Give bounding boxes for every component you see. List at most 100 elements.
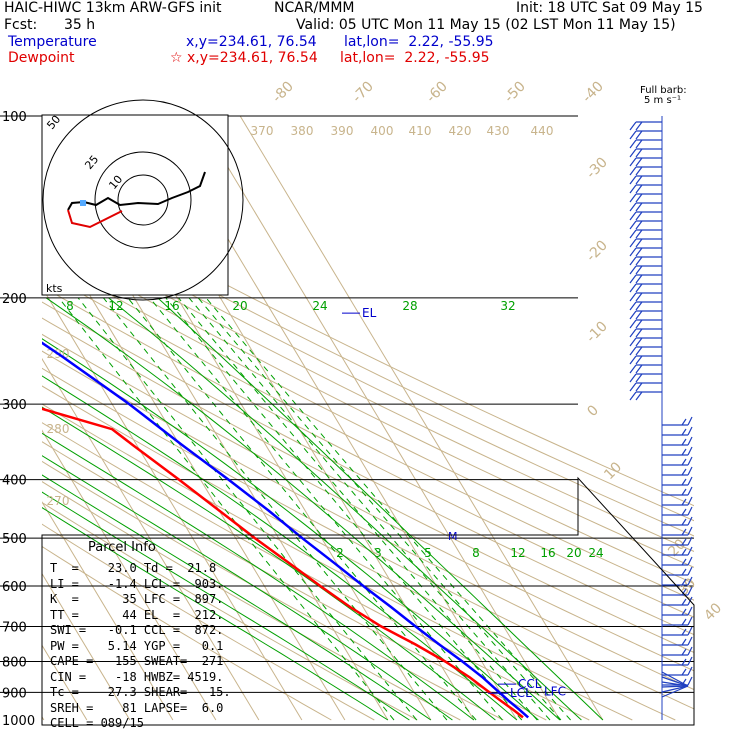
dry-adiabat xyxy=(42,501,418,721)
wind-barb xyxy=(662,426,693,436)
pressure-tick-100: 100 xyxy=(2,110,27,125)
el-marker-label: EL xyxy=(362,306,377,320)
parcel-panel-frame xyxy=(41,476,695,726)
mixing-ratio-label-upper: 12 xyxy=(108,299,123,313)
mixing-ratio-label-lower: 3 xyxy=(374,546,382,560)
wind-barb xyxy=(662,546,693,556)
wind-barb xyxy=(662,476,693,486)
wind-barb xyxy=(629,148,662,158)
isotherm-label: 40 xyxy=(701,600,725,624)
dry-adiabat xyxy=(42,523,375,721)
dry-adiabat xyxy=(42,199,694,522)
wind-barb xyxy=(629,166,662,176)
wind-barb xyxy=(629,328,662,338)
wind-barb xyxy=(662,626,693,636)
isotherm-line xyxy=(0,116,1,720)
wind-barb xyxy=(662,636,693,646)
isotherm-label: -20 xyxy=(583,237,610,264)
wind-barb xyxy=(629,373,662,383)
mixing-ratio-line xyxy=(149,297,503,721)
dry-adiabat xyxy=(42,441,547,721)
hodograph-panel xyxy=(41,114,229,296)
wind-barb xyxy=(629,382,662,392)
storm-motion-trace xyxy=(67,209,123,229)
isotherm-label: 10 xyxy=(601,459,625,483)
wind-barb xyxy=(629,121,662,131)
wind-barb xyxy=(629,202,662,212)
wind-barb xyxy=(662,496,693,506)
mixing-ratio-label-upper: 16 xyxy=(164,299,179,313)
parcel-info-row: SREH = 81 LAPSE= 6.0 xyxy=(50,700,224,715)
temperature-xy: x,y=234.61, 76.54 xyxy=(186,34,317,50)
theta-label: 420 xyxy=(449,124,472,138)
pressure-tick-600: 600 xyxy=(2,580,27,595)
wind-barb xyxy=(629,211,662,221)
theta-label-lower: 270 xyxy=(47,494,70,508)
parcel-info-row: CAPE = 155 SWEAT= 271 xyxy=(50,654,224,668)
forecast-label: Fcst: xyxy=(4,17,38,33)
valid-time: Valid: 05 UTC Mon 11 May 15 (02 LST Mon … xyxy=(296,17,676,33)
temperature-legend-label: Temperature xyxy=(8,34,97,50)
wind-barb xyxy=(661,685,689,693)
theta-label: 430 xyxy=(487,124,510,138)
dry-adiabat xyxy=(42,367,694,710)
pressure-tick-700: 700 xyxy=(2,620,27,635)
wind-barb xyxy=(629,319,662,329)
dry-adiabat xyxy=(42,350,694,691)
theta-label: 380 xyxy=(291,124,314,138)
dry-adiabat-lines xyxy=(42,185,694,721)
wind-barb xyxy=(629,346,662,356)
theta-label: 440 xyxy=(531,124,554,138)
mixing-ratio-label-lower: 16 xyxy=(540,546,555,560)
wind-barb xyxy=(662,656,693,666)
wind-barb xyxy=(629,175,662,185)
mixing-ratio-line xyxy=(178,297,538,721)
wind-barb xyxy=(629,355,662,365)
wind-barb xyxy=(629,157,662,167)
wind-barb xyxy=(629,139,662,149)
hodograph-units: kts xyxy=(46,282,63,295)
wind-barb xyxy=(661,676,689,687)
parcel-info-row: LI = -1.4 LCL = 903. xyxy=(50,576,224,591)
hodo-ring-25 xyxy=(94,151,192,249)
wind-barb xyxy=(661,685,689,698)
dewpoint-xy: ☆ x,y=234.61, 76.54 xyxy=(170,50,318,66)
dry-adiabat xyxy=(42,255,694,585)
wind-barb xyxy=(629,247,662,257)
wind-barb xyxy=(629,265,662,275)
m-marker-label: M xyxy=(448,530,458,543)
theta-label: 410 xyxy=(409,124,432,138)
mixing-ratio-line xyxy=(127,297,477,721)
pressure-tick-800: 800 xyxy=(2,655,27,670)
ccl-marker-label: CCL xyxy=(518,677,542,691)
mixing-ratio-label-upper: 28 xyxy=(402,299,417,313)
dry-adiabat xyxy=(42,270,694,601)
dry-adiabat xyxy=(42,545,332,721)
barb-legend-line1: Full barb: xyxy=(640,85,687,96)
dewpoint-line xyxy=(42,407,524,719)
wind-barb xyxy=(629,310,662,320)
pressure-tick-900: 900 xyxy=(2,686,27,701)
barb-legend-line2: 5 m s⁻¹ xyxy=(644,95,681,106)
moist-adiabat xyxy=(157,297,604,721)
dewpoint-latlon: lat,lon= 2.22, -55.95 xyxy=(340,50,490,66)
lfc-marker-label: LFC xyxy=(544,684,566,698)
isotherm-label: -30 xyxy=(583,154,610,181)
theta-label: 390 xyxy=(331,124,354,138)
wind-barb xyxy=(662,646,693,656)
wind-barb xyxy=(662,526,693,536)
mixing-ratio-line xyxy=(58,297,395,721)
wind-barb xyxy=(629,130,662,140)
wind-barb xyxy=(662,486,693,496)
wind-barb xyxy=(629,220,662,230)
dry-adiabat xyxy=(42,403,633,721)
pressure-tick-400: 400 xyxy=(2,474,27,489)
mixing-ratio-label-lower: 20 xyxy=(566,546,581,560)
wind-barb xyxy=(662,506,693,516)
model-title: HAIC-HIWC 13km ARW-GFS init xyxy=(4,0,222,16)
wind-barb xyxy=(629,193,662,203)
dry-adiabat xyxy=(42,333,694,672)
wind-barb xyxy=(629,337,662,347)
